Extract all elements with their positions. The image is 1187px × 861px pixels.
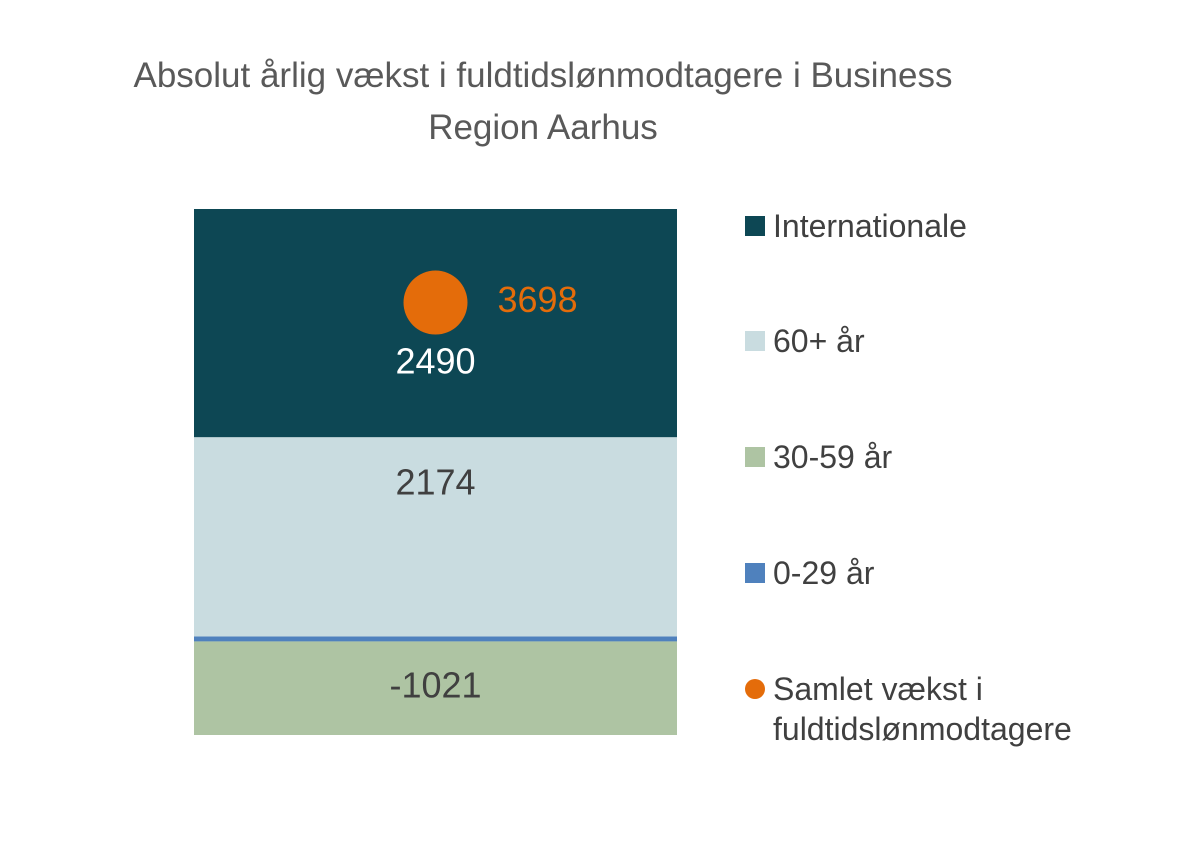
data-label: -1021 xyxy=(389,665,481,706)
data-label: 3698 xyxy=(498,279,578,320)
legend-marker xyxy=(745,447,765,467)
legend-marker xyxy=(745,216,765,236)
legend-label: 0-29 år xyxy=(773,555,875,591)
legend-label: 60+ år xyxy=(773,323,865,359)
chart-title: Absolut årlig vækst i fuldtidslønmodtage… xyxy=(133,56,953,147)
legend-marker xyxy=(745,679,765,699)
legend-label: Samlet vækst i fuldtidslønmodtagere xyxy=(773,671,1072,747)
legend-label: 30-59 år xyxy=(773,439,893,475)
bar-segment xyxy=(194,437,677,637)
legend-item: Internationale xyxy=(745,206,967,246)
legend-item: 60+ år xyxy=(745,321,865,361)
legend-marker xyxy=(745,331,765,351)
data-label: 2490 xyxy=(395,341,475,382)
legend-item: Samlet vækst i fuldtidslønmodtagere xyxy=(745,669,1133,749)
legend-item: 30-59 år xyxy=(745,437,892,477)
total-point xyxy=(403,270,468,335)
data-label: 2174 xyxy=(395,462,475,503)
bar-segment xyxy=(194,636,677,642)
legend-item: 0-29 år xyxy=(745,553,874,593)
legend-label: Internationale xyxy=(773,208,967,244)
bar-segment xyxy=(194,641,677,735)
legend-marker xyxy=(745,563,765,583)
